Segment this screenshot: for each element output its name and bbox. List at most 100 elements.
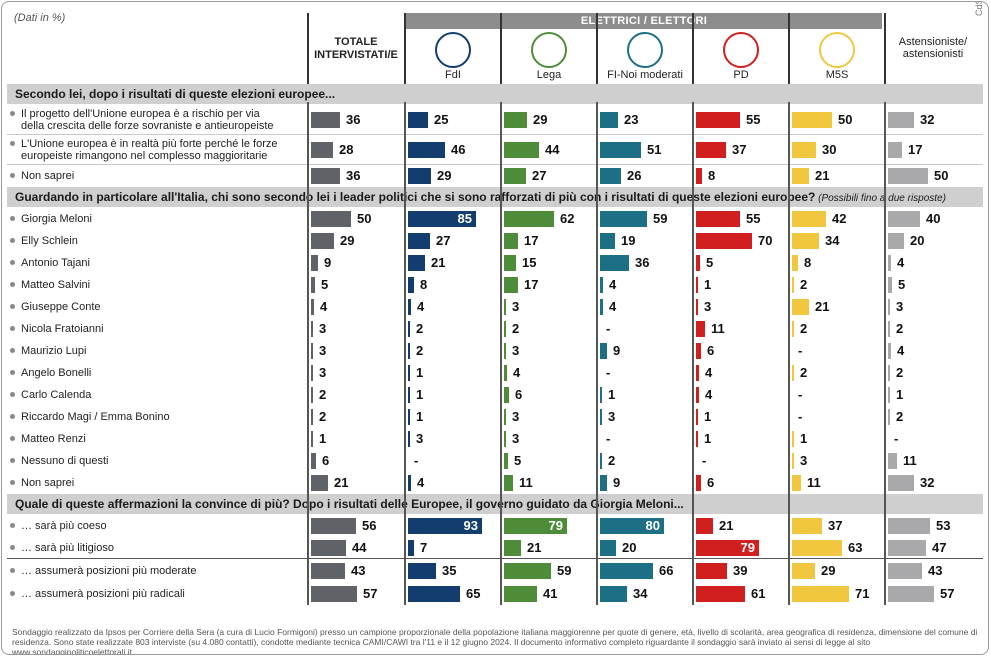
row-label: Giuseppe Conte — [10, 301, 101, 313]
value-label: 1 — [704, 277, 712, 292]
value-label: 3 — [416, 431, 424, 446]
bar-mark — [888, 112, 914, 128]
bar-mark — [600, 277, 603, 293]
column-separator — [692, 102, 694, 605]
bar-mark — [888, 387, 890, 403]
value-label: 5 — [321, 277, 329, 292]
bar-mark — [600, 299, 603, 315]
bullet-icon — [10, 172, 15, 178]
bar-mark — [888, 453, 897, 469]
value-label: 3 — [800, 453, 808, 468]
column-separator — [500, 102, 502, 605]
value-label: 37 — [732, 142, 747, 157]
bar-mark — [504, 453, 508, 469]
bar-mark — [311, 518, 356, 534]
value-label: 55 — [746, 211, 761, 226]
value-label: 85 — [457, 211, 472, 226]
bar-mark — [600, 211, 647, 227]
value-label: 3 — [319, 365, 327, 380]
column-separator — [884, 102, 886, 605]
bar-mark — [792, 142, 816, 158]
row-label: L'Unione europea è in realtà più forte p… — [10, 138, 278, 162]
bullet-icon — [10, 325, 15, 331]
bar-mark — [311, 431, 313, 447]
bar-mark — [888, 211, 920, 227]
value-label: 46 — [451, 142, 466, 157]
bullet-icon — [10, 369, 15, 375]
value-label: 61 — [751, 586, 766, 601]
value-label: 7 — [420, 540, 428, 555]
bar-mark — [696, 586, 745, 602]
row-label: Antonio Tajani — [10, 257, 90, 269]
bar-mark — [504, 563, 551, 579]
bar-mark — [792, 540, 842, 556]
value-label: 4 — [705, 387, 713, 402]
unit-note: (Dati in %) — [14, 12, 66, 24]
bar-mark — [600, 586, 627, 602]
bar-mark — [504, 343, 506, 359]
bar-mark — [408, 168, 431, 184]
value-label: - — [798, 409, 803, 424]
bar-mark — [600, 518, 664, 534]
value-label: 59 — [653, 211, 668, 226]
column-separator — [788, 102, 790, 605]
value-label: 62 — [560, 211, 575, 226]
value-label: 27 — [532, 168, 547, 183]
bar-mark — [888, 586, 934, 602]
value-label: 17 — [908, 142, 923, 157]
party-logo-icon — [723, 32, 759, 68]
value-label: - — [606, 365, 611, 380]
bar-mark — [311, 365, 313, 381]
bar-mark — [408, 540, 414, 556]
bar-mark — [792, 112, 832, 128]
bar-mark — [792, 365, 794, 381]
bar-mark — [696, 563, 727, 579]
party-logo-icon — [627, 32, 663, 68]
value-label: 1 — [608, 387, 616, 402]
value-label: 57 — [363, 586, 378, 601]
bar-mark — [696, 540, 759, 556]
column-separator — [788, 13, 790, 84]
value-label: 43 — [351, 563, 366, 578]
value-label: 50 — [357, 211, 372, 226]
value-label: 2 — [896, 365, 904, 380]
row-label: … assumerà posizioni più radicali — [10, 588, 185, 600]
bar-mark — [311, 343, 313, 359]
bar-mark — [600, 168, 621, 184]
bar-mark — [311, 255, 318, 271]
value-label: 70 — [758, 233, 773, 248]
bar-mark — [504, 365, 507, 381]
value-label: 2 — [416, 343, 424, 358]
bar-mark — [792, 431, 794, 447]
row-label: … assumerà posizioni più moderate — [10, 565, 196, 577]
row-label-text: … assumerà posizioni più moderate — [21, 565, 197, 577]
value-label: 8 — [420, 277, 428, 292]
column-label: Astensioniste/ astensionisti — [898, 36, 968, 60]
bar-mark — [888, 299, 890, 315]
value-label: 17 — [524, 233, 539, 248]
value-label: 6 — [515, 387, 523, 402]
row-label-text: Angelo Bonelli — [21, 367, 92, 379]
row-label: Non saprei — [10, 170, 74, 182]
value-label: 3 — [608, 409, 616, 424]
value-label: 23 — [624, 112, 639, 127]
corner-mark: CdS — [974, 1, 984, 16]
value-label: 36 — [346, 168, 361, 183]
value-label: 55 — [746, 112, 761, 127]
bar-mark — [696, 277, 698, 293]
bar-mark — [311, 299, 314, 315]
row-label-text: Matteo Renzi — [21, 433, 86, 445]
bar-mark — [408, 277, 414, 293]
value-label: 6 — [322, 453, 330, 468]
bar-mark — [408, 343, 410, 359]
row-label: Riccardo Magi / Emma Bonino — [10, 411, 170, 423]
bar-mark — [792, 299, 809, 315]
row-label: Maurizio Lupi — [10, 345, 86, 357]
row-label-text: Non saprei — [21, 170, 75, 182]
value-label: 79 — [548, 518, 563, 533]
value-label: 17 — [524, 277, 539, 292]
party-logo-icon — [819, 32, 855, 68]
section-title: Quale di queste affermazioni la convince… — [15, 497, 684, 511]
value-label: 37 — [828, 518, 843, 533]
bar-mark — [311, 586, 357, 602]
